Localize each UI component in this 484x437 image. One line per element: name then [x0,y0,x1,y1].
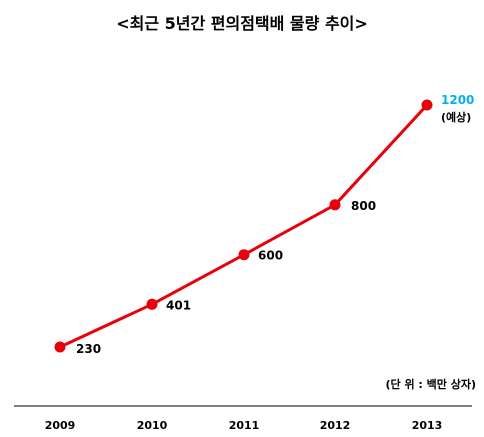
data-point-2011 [238,249,250,261]
data-point-2013 [421,99,433,111]
data-label-2009: 230 [76,342,101,356]
x-tick-label-2010: 2010 [137,419,168,432]
data-label-layer: 230 401 600 800 1200 (예상) [76,93,474,356]
unit-note: (단 위 : 백만 상자) [386,377,477,391]
x-tick-label-2012: 2012 [320,419,351,432]
data-point-2010 [146,298,158,310]
x-tick-label-2011: 2011 [229,419,260,432]
data-point-2009 [54,341,66,353]
data-label-2012: 800 [351,199,376,213]
x-axis-tick-labels: 2009 2010 2011 2012 2013 [45,419,443,432]
data-point-2012 [329,199,341,211]
series-line [59,103,429,349]
x-tick-label-2013: 2013 [412,419,443,432]
series-layer [54,99,433,353]
data-label-2011: 600 [258,249,283,263]
x-tick-label-2009: 2009 [45,419,76,432]
data-label-2010: 401 [166,298,191,312]
chart-title: <최근 5년간 편의점택배 물량 추이> [116,14,368,33]
data-label-2013: 1200 [441,93,474,107]
annotation-2013: (예상) [441,110,471,124]
